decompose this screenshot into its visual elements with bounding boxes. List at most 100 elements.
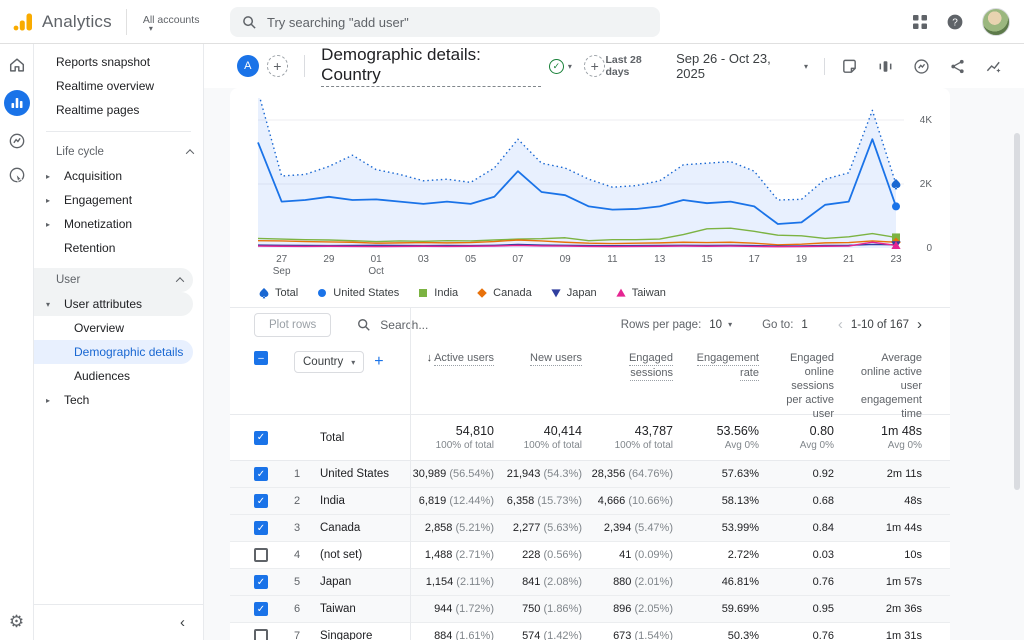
add-comparison-icon[interactable]: + [266,55,289,77]
apps-grid-icon[interactable] [912,14,928,30]
metric-cell: 58.13% [722,495,759,507]
report-status-badge[interactable]: ✓ ▾ [548,58,572,74]
page-title[interactable]: Demographic details: Country [321,45,541,87]
metric-cell: 1m 44s [886,522,922,534]
row-checkbox[interactable] [254,629,268,640]
legend-item-total[interactable]: Total [258,287,298,299]
date-range-picker[interactable]: Sep 26 - Oct 23, 2025 ▾ [676,51,808,81]
metric-value: 1m 44s [885,522,922,534]
row-checkbox[interactable] [254,548,268,562]
row-checkbox[interactable]: ✓ [254,467,268,481]
row-checkbox[interactable]: ✓ [254,575,268,589]
account-switcher[interactable]: All accounts ▾ [142,13,200,33]
metric-cell: 0.84 [813,522,834,534]
sidebar-item-realtime-pages[interactable]: Realtime pages [34,98,203,122]
sidebar-item-label: Engagement [64,193,133,207]
series-line-india [257,227,897,243]
column-header-active-users[interactable]: ↓ Active users [427,351,494,366]
sidebar-item-monetization[interactable]: ▸ Monetization [34,212,203,236]
metric-value: 1,154 [425,576,454,588]
home-icon[interactable] [8,56,26,74]
previous-page-icon[interactable]: ‹ [837,316,843,333]
chevron-down-icon: ▾ [728,320,733,329]
search-input[interactable] [267,14,648,30]
goto-page-input[interactable]: 1 [801,318,808,331]
metric-cell: 6,819 (12.44%) [419,495,494,507]
metric-value: 0.76 [812,576,834,588]
comparison-icon[interactable] [877,58,894,75]
explore-report-icon[interactable] [913,58,930,75]
table-search-input[interactable] [380,317,501,332]
legend-item-canada[interactable]: Canada [476,287,532,299]
sidebar-item-tech[interactable]: ▸ Tech [34,388,203,412]
svg-text:07: 07 [512,254,524,265]
notes-icon[interactable] [841,58,858,75]
table-search[interactable] [357,317,620,332]
share-icon[interactable] [949,58,966,75]
table-row: 7 Singapore 884 (1.61%) 574 (1.42%) 673 (1.5… [230,623,950,640]
metric-value: 4,666 [597,495,626,507]
column-header-engagement-rate[interactable]: Engagement rate [696,351,759,381]
explore-icon[interactable] [8,132,26,150]
global-search[interactable] [230,7,660,37]
vertical-scrollbar[interactable] [1014,133,1020,490]
sidebar-item-realtime-overview[interactable]: Realtime overview [34,74,203,98]
column-header-engaged-sessions[interactable]: Engaged sessions [628,351,673,381]
sidebar-item-audiences[interactable]: Audiences [34,364,203,388]
sidebar-item-engagement[interactable]: ▸ Engagement [34,188,203,212]
row-checkbox[interactable]: ✓ [254,521,268,535]
sidebar-section-life-cycle[interactable]: Life cycle [34,140,203,164]
reports-icon[interactable] [3,90,30,116]
report-header: A + Demographic details: Country ✓ ▾ + L… [204,44,1024,88]
metric-cell: 884 (1.61%) [434,630,494,640]
total-subtext: 100% of total [614,440,673,451]
sidebar-item-retention[interactable]: Retention [34,236,203,260]
sidebar-section-user[interactable]: User [34,268,193,292]
insights-icon[interactable] [985,58,1002,75]
advertising-icon[interactable] [8,166,26,184]
row-checkbox[interactable]: ✓ [254,602,268,616]
top-app-bar: Analytics All accounts ▾ ? [0,0,1024,44]
metric-cell: 1,154 (2.11%) [426,576,494,588]
column-header-engaged-online-sessions-per-active-user[interactable]: Engaged online sessions per active user [786,351,834,421]
sidebar-item-acquisition[interactable]: ▸ Acquisition [34,164,203,188]
dimension-select[interactable]: Country ▾ [294,351,365,373]
next-page-icon[interactable]: › [917,316,922,333]
country-name: United States [320,468,390,480]
user-avatar[interactable] [982,7,1010,36]
help-icon[interactable]: ? [946,13,964,31]
total-cell: 53.56% Avg 0% [717,424,759,451]
collapse-sidebar-icon[interactable]: ‹ [180,614,185,631]
add-dimension-button[interactable]: + [374,353,384,370]
rows-per-page-select[interactable]: 10 ▾ [709,318,733,331]
metric-cell: 0.03 [813,549,834,561]
comparison-chip[interactable]: A [237,55,259,77]
metric-cell: 2.72% [728,549,759,561]
legend-label: Total [275,287,299,299]
legend-item-taiwan[interactable]: Taiwan [615,287,666,299]
admin-gear-icon[interactable]: ⚙ [8,612,25,631]
sidebar-item-demographic-details[interactable]: Demographic details [34,340,193,364]
sidebar-item-user-attributes[interactable]: ▾ User attributes [34,292,193,316]
total-row-checkbox[interactable]: ✓ [254,430,268,445]
select-all-checkbox[interactable]: – [254,351,268,365]
sidebar-item-reports-snapshot[interactable]: Reports snapshot [34,50,203,74]
metric-cell: 0.92 [813,468,834,480]
sidebar-item-label: Overview [74,321,125,335]
column-header-new-users[interactable]: New users [530,351,582,366]
analytics-logo-icon[interactable] [12,11,34,33]
sidebar-item-overview[interactable]: Overview [34,316,203,340]
row-checkbox[interactable]: ✓ [254,494,268,508]
legend-item-japan[interactable]: Japan [550,287,597,299]
metric-value: 884 [434,630,453,640]
chevron-down-icon: ▾ [351,357,356,367]
add-report-icon[interactable]: + [583,55,606,77]
plot-rows-button[interactable]: Plot rows [254,312,332,337]
sidebar-item-label: Tech [64,393,90,407]
sidebar-item-label: Realtime overview [56,79,155,93]
svg-text:27: 27 [276,254,288,265]
legend-item-united-states[interactable]: United States [316,287,399,299]
legend-item-india[interactable]: India [417,287,458,299]
column-header-average-online-active-user-engagement-time[interactable]: Average online active user engagement time [861,351,922,421]
